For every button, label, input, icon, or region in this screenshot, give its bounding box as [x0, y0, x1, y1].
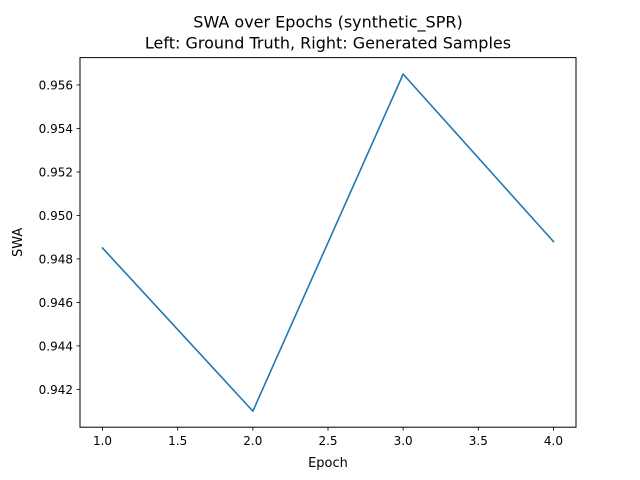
x-tick-label: 3.5 — [469, 434, 488, 448]
y-tick-label: 0.956 — [39, 78, 73, 92]
y-tick-label: 0.952 — [39, 165, 73, 179]
x-tick-label: 1.0 — [93, 434, 112, 448]
y-tick-label: 0.948 — [39, 252, 73, 266]
x-tick-label: 1.5 — [168, 434, 187, 448]
series-point — [101, 247, 104, 249]
x-axis-label: Epoch — [308, 456, 348, 471]
plot-area-frame — [79, 57, 577, 428]
y-axis-ticks: 0.942 0.944 0.946 0.948 0.950 0.952 0.954 0.956 — [39, 78, 80, 397]
series-point — [402, 73, 404, 75]
y-tick-label: 0.942 — [39, 383, 73, 397]
y-axis-label: SWA — [11, 228, 26, 257]
y-tick-label: 0.946 — [39, 296, 73, 310]
series-point — [252, 410, 254, 412]
y-tick-label: 0.954 — [39, 122, 73, 136]
x-tick-label: 3.0 — [394, 434, 413, 448]
chart-title: SWA over Epochs (synthetic_SPR) — [193, 13, 462, 33]
x-tick-label: 2.0 — [243, 434, 262, 448]
series-layer — [101, 73, 555, 412]
y-tick-label: 0.944 — [39, 339, 73, 353]
x-tick-label: 4.0 — [544, 434, 563, 448]
series-line-0 — [101, 73, 555, 412]
x-axis-ticks: 1.0 1.5 2.0 2.5 3.0 3.5 4.0 — [93, 427, 563, 448]
x-tick-label: 2.5 — [318, 434, 337, 448]
chart-subtitle: Left: Ground Truth, Right: Generated Sam… — [145, 34, 511, 53]
series-point — [552, 240, 555, 243]
y-tick-label: 0.950 — [39, 209, 73, 223]
